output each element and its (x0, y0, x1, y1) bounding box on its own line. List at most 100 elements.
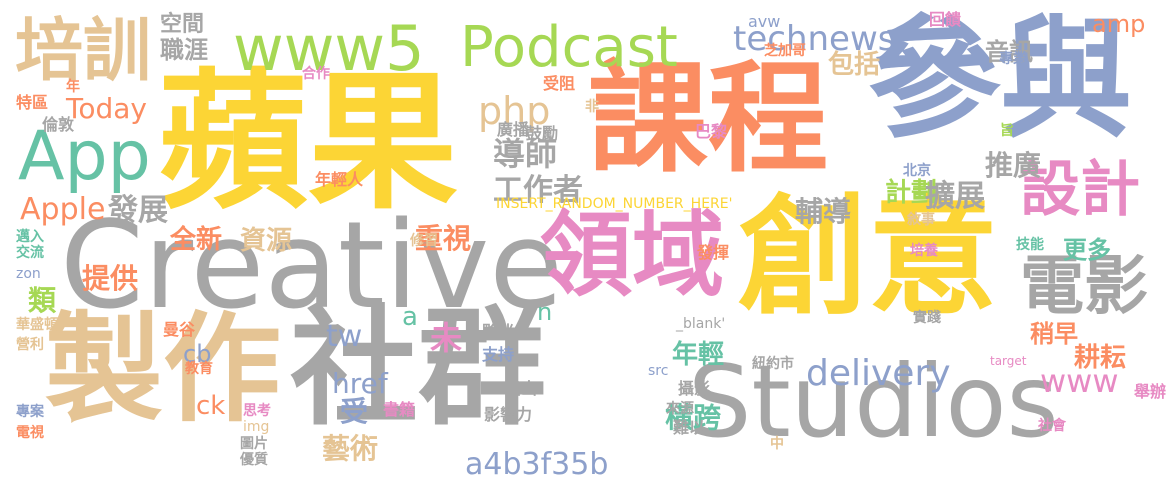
word-86: 紐約市 (752, 356, 794, 372)
word-27: 空間 (160, 12, 205, 37)
word-22: 擴展 (925, 179, 985, 214)
word-33: 資源 (240, 226, 293, 256)
word-6: 社群 (290, 294, 547, 443)
word-15: technews (733, 19, 896, 59)
word-60: 非 (585, 99, 599, 115)
word-92: 指出 (505, 379, 538, 398)
word-21: 計劃 (885, 178, 938, 208)
word-51: ck (196, 391, 226, 421)
word-18: 導師 (493, 135, 558, 173)
word-50: cb (183, 340, 212, 368)
word-93: 舉辦 (1134, 382, 1167, 401)
word-41: 年輕 (672, 340, 725, 370)
word-20: 推廣 (985, 149, 1042, 182)
word-66: 鼓勵 (526, 124, 559, 143)
word-40: 耕耘 (1074, 343, 1127, 373)
word-94: 電視 (16, 425, 44, 441)
word-69: 年輕人 (315, 170, 364, 189)
word-34: 重視 (415, 222, 472, 255)
word-79: 曼谷 (163, 320, 196, 339)
word-83: 實踐 (913, 310, 941, 326)
word-0: 蘋果 (158, 56, 459, 230)
word-55: 回饋 (929, 10, 962, 29)
word-43: 橫跨 (665, 401, 722, 434)
word-53: INSERT_RANDOM_NUMBER_HERE' (496, 196, 733, 212)
word-67: 巴黎 (695, 122, 728, 141)
word-54: avw (748, 12, 781, 31)
word-78: 華盛頓 (16, 317, 58, 333)
word-70: 敘事 (907, 212, 935, 228)
word-100: 中 (770, 436, 784, 452)
word-32: 全新 (170, 225, 223, 255)
word-65: 廣播 (497, 120, 530, 139)
word-23: 輔導 (795, 195, 852, 228)
word-39: 稍早 (1030, 320, 1078, 348)
word-91: 攝影 (678, 379, 711, 398)
word-77: 技能 (1016, 237, 1044, 253)
word-95: img (243, 419, 270, 435)
word-62: 年 (66, 79, 80, 95)
word-101: 社會 (1038, 418, 1066, 434)
word-56: 芝加哥 (764, 43, 806, 59)
word-58: 旨 (1000, 123, 1014, 139)
word-87: target (990, 354, 1027, 368)
word-61: 合作 (302, 66, 330, 82)
word-96: 書籍 (383, 400, 416, 419)
word-42: 藝術 (322, 432, 379, 465)
word-45: href (332, 367, 388, 400)
word-5: 製作 (45, 300, 282, 438)
word-63: 特區 (16, 93, 49, 112)
word-8: 領域 (540, 202, 725, 309)
word-2: 參與 (868, 3, 1132, 157)
word-48: a (402, 302, 418, 332)
word-72: 邁入 (16, 229, 44, 245)
word-26: Today (66, 92, 147, 125)
word-74: zon (16, 266, 41, 282)
word-82: _blank' (676, 316, 726, 332)
word-99: 難以 (673, 418, 706, 437)
word-49: n (537, 298, 553, 326)
word-68: 北京 (903, 163, 931, 179)
word-57: 專業 (999, 51, 1027, 67)
word-90: src (648, 363, 669, 379)
word-17: php (478, 89, 551, 133)
word-30: 包括 (828, 50, 881, 80)
word-38: www (1040, 362, 1119, 400)
word-28: 職涯 (160, 36, 208, 64)
word-102: 圖片 (240, 436, 268, 452)
word-31: amp (1092, 10, 1146, 38)
word-64: 倫敦 (42, 115, 75, 134)
word-25: 發展 (108, 193, 168, 228)
word-7: Studios (688, 343, 1059, 460)
word-88: 專案 (16, 404, 44, 420)
word-35: 提供 (82, 262, 139, 295)
word-16: delivery (806, 353, 951, 394)
word-14: 設計 (1020, 155, 1140, 225)
word-75: 發揮 (697, 243, 730, 262)
word-73: 交流 (16, 245, 44, 261)
word-36: 更多 (1063, 236, 1111, 264)
word-10: Podcast (460, 15, 678, 80)
word-81: 夥伴 (482, 322, 515, 341)
word-13: 電影 (1020, 250, 1148, 324)
word-84: 支持 (482, 345, 515, 364)
word-85: 教育 (185, 361, 213, 377)
word-80: 營利 (16, 337, 44, 353)
word-4: 創意 (738, 181, 999, 333)
word-89: 思考 (243, 403, 271, 419)
word-29: 音訊 (985, 38, 1033, 66)
word-52: 類 (28, 284, 57, 317)
word-12: App (18, 117, 151, 196)
word-103: 優質 (240, 452, 268, 468)
word-59: 受阻 (543, 74, 576, 93)
word-76: 修習 (410, 233, 438, 249)
word-44: a4b3f35b (465, 447, 609, 482)
word-97: 影響力 (484, 405, 533, 424)
word-46: 受 (340, 395, 369, 428)
word-98: 來源 (666, 401, 694, 417)
word-1: 課程 (588, 50, 828, 189)
word-19: 工作者 (493, 173, 583, 208)
word-71: 培養 (910, 243, 938, 259)
word-11: 培訓 (15, 12, 152, 91)
